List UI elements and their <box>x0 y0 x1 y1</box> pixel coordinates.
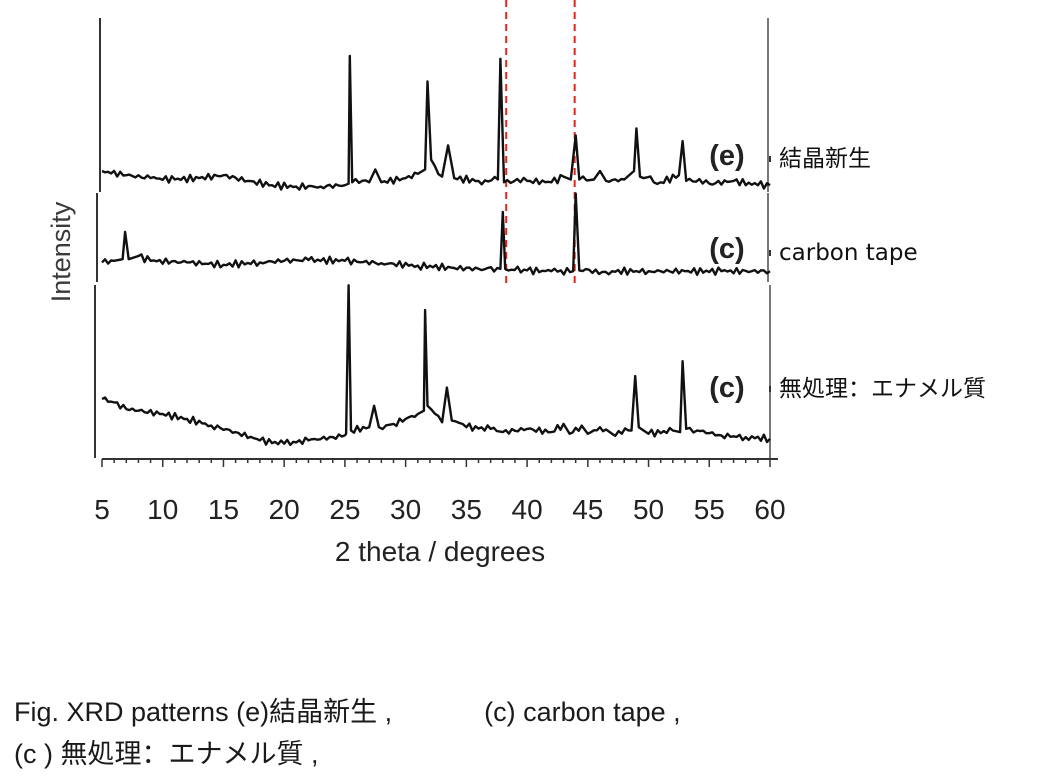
y-axis-label: Intensity <box>46 201 76 302</box>
panel-labels: (e) 結晶新生 (c) carbon tape (c) 無処理：エナメル質 <box>709 140 986 404</box>
figure-caption-line-2: (c ) 無処理：エナメル質 , <box>14 732 319 771</box>
figure-caption-line-1: Fig. XRD patterns (e)結晶新生 , (c) carbon ta… <box>14 690 681 729</box>
series-lines <box>101 54 771 447</box>
panel-2-sample-name: carbon tape <box>779 240 918 266</box>
x-tick-label: 30 <box>390 494 421 525</box>
x-tick-label: 5 <box>94 494 110 525</box>
x-axis-label: 2 theta / degrees <box>335 536 545 567</box>
x-tick-label: 25 <box>329 494 360 525</box>
x-tick-label: 40 <box>512 494 543 525</box>
caption-part-e: Fig. XRD patterns (e)結晶新生 , <box>14 697 393 727</box>
x-tick-label: 15 <box>208 494 239 525</box>
panel-1-letter: (e) <box>709 140 744 172</box>
x-tick-label: 55 <box>694 494 725 525</box>
x-tick-label: 20 <box>269 494 300 525</box>
x-tick-label: 10 <box>147 494 178 525</box>
x-axis <box>101 458 778 467</box>
panel-1-sample-name: 結晶新生 <box>779 146 871 172</box>
series-line-1 <box>101 54 771 191</box>
x-tick-label: 35 <box>451 494 482 525</box>
series-line-2 <box>101 192 771 276</box>
x-tick-label: 45 <box>572 494 603 525</box>
caption-part-c-untreated: (c ) 無処理：エナメル質 , <box>14 739 319 769</box>
panel-2-letter: (c) <box>709 233 744 265</box>
panel-3-sample-name: 無処理：エナメル質 <box>779 376 986 402</box>
series-line-3 <box>101 284 771 447</box>
x-tick-label: 50 <box>633 494 664 525</box>
panel-3-letter: (c) <box>709 372 744 404</box>
x-tick-labels: 5 10 15 20 25 30 35 40 45 50 55 60 <box>94 494 785 525</box>
x-tick-label: 60 <box>754 494 785 525</box>
caption-part-c-carbon: (c) carbon tape , <box>484 697 681 727</box>
xrd-figure: 5 10 15 20 25 30 35 40 45 50 55 60 (e) 結晶新生 (c) carbon… <box>46 0 986 567</box>
reference-lines <box>505 0 576 287</box>
panel-frames <box>94 18 771 458</box>
